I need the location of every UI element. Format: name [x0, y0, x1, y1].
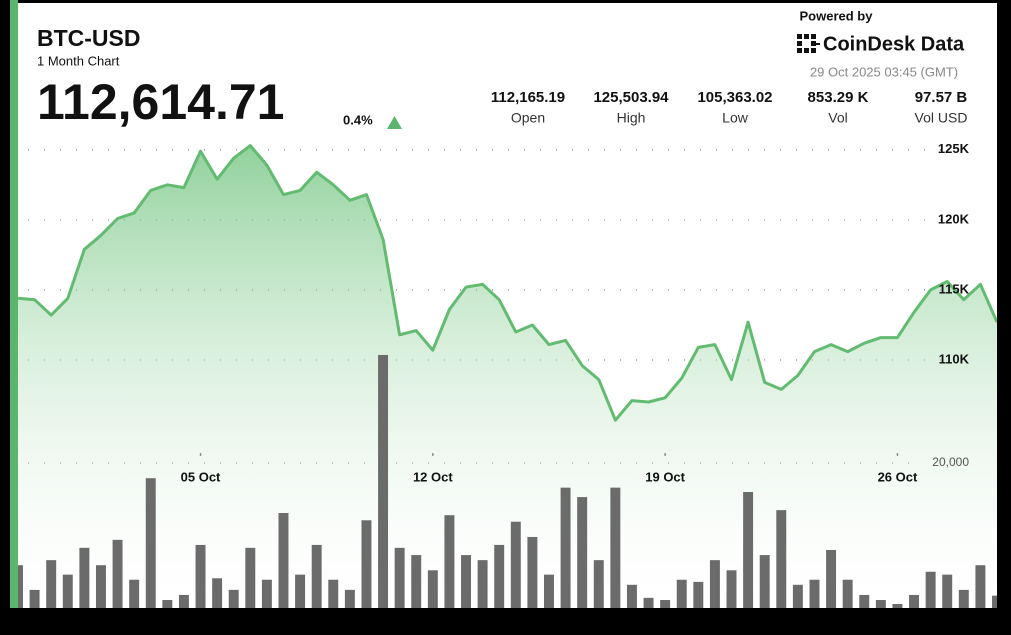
volume-bar — [311, 544, 322, 608]
volume-bar — [62, 574, 73, 608]
volume-bar — [842, 579, 853, 608]
chart-title: BTC-USD — [37, 25, 141, 51]
y-tick-label: 115K — [939, 281, 970, 296]
stat-label: Vol USD — [915, 110, 968, 126]
volume-bar — [378, 354, 389, 608]
timestamp: 29 Oct 2025 03:45 (GMT) — [810, 64, 958, 79]
volume-bar — [676, 579, 687, 608]
volume-bar — [992, 595, 997, 608]
volume-bar — [809, 579, 820, 608]
stat-value: 112,165.19 — [491, 89, 565, 106]
chart-subtitle: 1 Month Chart — [37, 53, 120, 68]
price-line — [18, 144, 997, 422]
volume-bar — [112, 539, 123, 608]
volume-bar — [726, 570, 737, 608]
volume-bar — [344, 589, 355, 608]
volume-bar — [510, 521, 521, 608]
change: 0.4% — [343, 112, 373, 127]
volume-bar — [178, 594, 189, 608]
x-tick-label: 26 Oct — [878, 469, 918, 484]
volume-bar — [278, 513, 289, 608]
volume-bar — [610, 487, 621, 608]
plot-area — [18, 144, 997, 608]
volume-bar — [776, 510, 787, 608]
stat-value: 853.29 K — [808, 89, 869, 106]
volume-bar — [560, 487, 571, 608]
volume-bar — [593, 560, 604, 608]
brand-name: CoinDesk Data — [823, 33, 965, 55]
volume-bar — [909, 594, 920, 608]
volume-bar — [29, 589, 40, 608]
y-tick-label: 110K — [939, 351, 970, 366]
stat-label: High — [617, 110, 646, 126]
volume-bar — [162, 600, 173, 608]
volume-bar — [544, 574, 554, 608]
volume-bar — [660, 600, 671, 608]
volume-bar — [494, 544, 505, 608]
x-tick-label: 19 Oct — [645, 469, 685, 484]
volume-bar — [245, 547, 256, 608]
volume-bar — [925, 571, 936, 608]
volume-bar — [212, 578, 223, 608]
volume-bar — [195, 544, 206, 608]
volume-bar — [145, 478, 156, 608]
volume-bar — [709, 560, 720, 608]
labels: BTC-USD 1 Month Chart 112,614.71 0.4% Po… — [37, 8, 970, 484]
y-tick-label: 120K — [938, 211, 970, 226]
volume-bar — [361, 520, 372, 608]
y2-tick-label: 20,000 — [932, 455, 969, 469]
volume-bar — [859, 594, 870, 608]
x-tick-label: 05 Oct — [181, 469, 221, 484]
powered-by: Powered by — [800, 8, 874, 23]
volume-bar — [477, 560, 488, 608]
volume-bar — [527, 536, 538, 608]
volume-bar — [295, 574, 306, 608]
volume-bar — [228, 589, 239, 608]
volume-bar — [759, 555, 770, 608]
volume-bar — [958, 589, 969, 608]
volume-bar — [875, 600, 886, 608]
volume-bar — [394, 547, 405, 608]
stat-label: Open — [511, 110, 545, 126]
up-arrow — [387, 116, 402, 129]
stat-label: Vol — [828, 110, 847, 126]
volume-bar — [444, 515, 455, 608]
stat-value: 105,363.02 — [697, 89, 772, 106]
volume-bar — [46, 560, 57, 608]
volume-bar — [129, 579, 140, 608]
volume-bar — [892, 604, 903, 608]
volume-bar — [792, 584, 803, 608]
volume-bar — [626, 584, 637, 608]
volume-bar — [743, 491, 754, 608]
volume-bar — [427, 570, 438, 608]
volume-bar — [261, 579, 272, 608]
volume-bar — [328, 579, 339, 608]
volume-bar — [826, 549, 837, 608]
volume-bar — [79, 547, 90, 608]
volume-bar — [643, 597, 654, 608]
stat-value: 125,503.94 — [593, 89, 669, 106]
volume-bar — [975, 565, 986, 608]
volume-bar — [411, 555, 422, 608]
brand-logo — [797, 34, 820, 53]
y-tick-label: 125K — [938, 141, 970, 156]
volume-bar — [461, 555, 471, 608]
last-price: 112,614.71 — [37, 74, 285, 130]
accent-bar — [10, 0, 18, 608]
volume-bar — [18, 565, 23, 608]
volume-bar — [95, 565, 106, 608]
stat-value: 97.57 B — [915, 89, 968, 106]
stat-label: Low — [722, 110, 749, 126]
x-tick-label: 12 Oct — [413, 469, 453, 484]
volume-bar — [577, 497, 588, 608]
volume-bar — [693, 581, 704, 608]
volume-bar — [942, 574, 953, 608]
